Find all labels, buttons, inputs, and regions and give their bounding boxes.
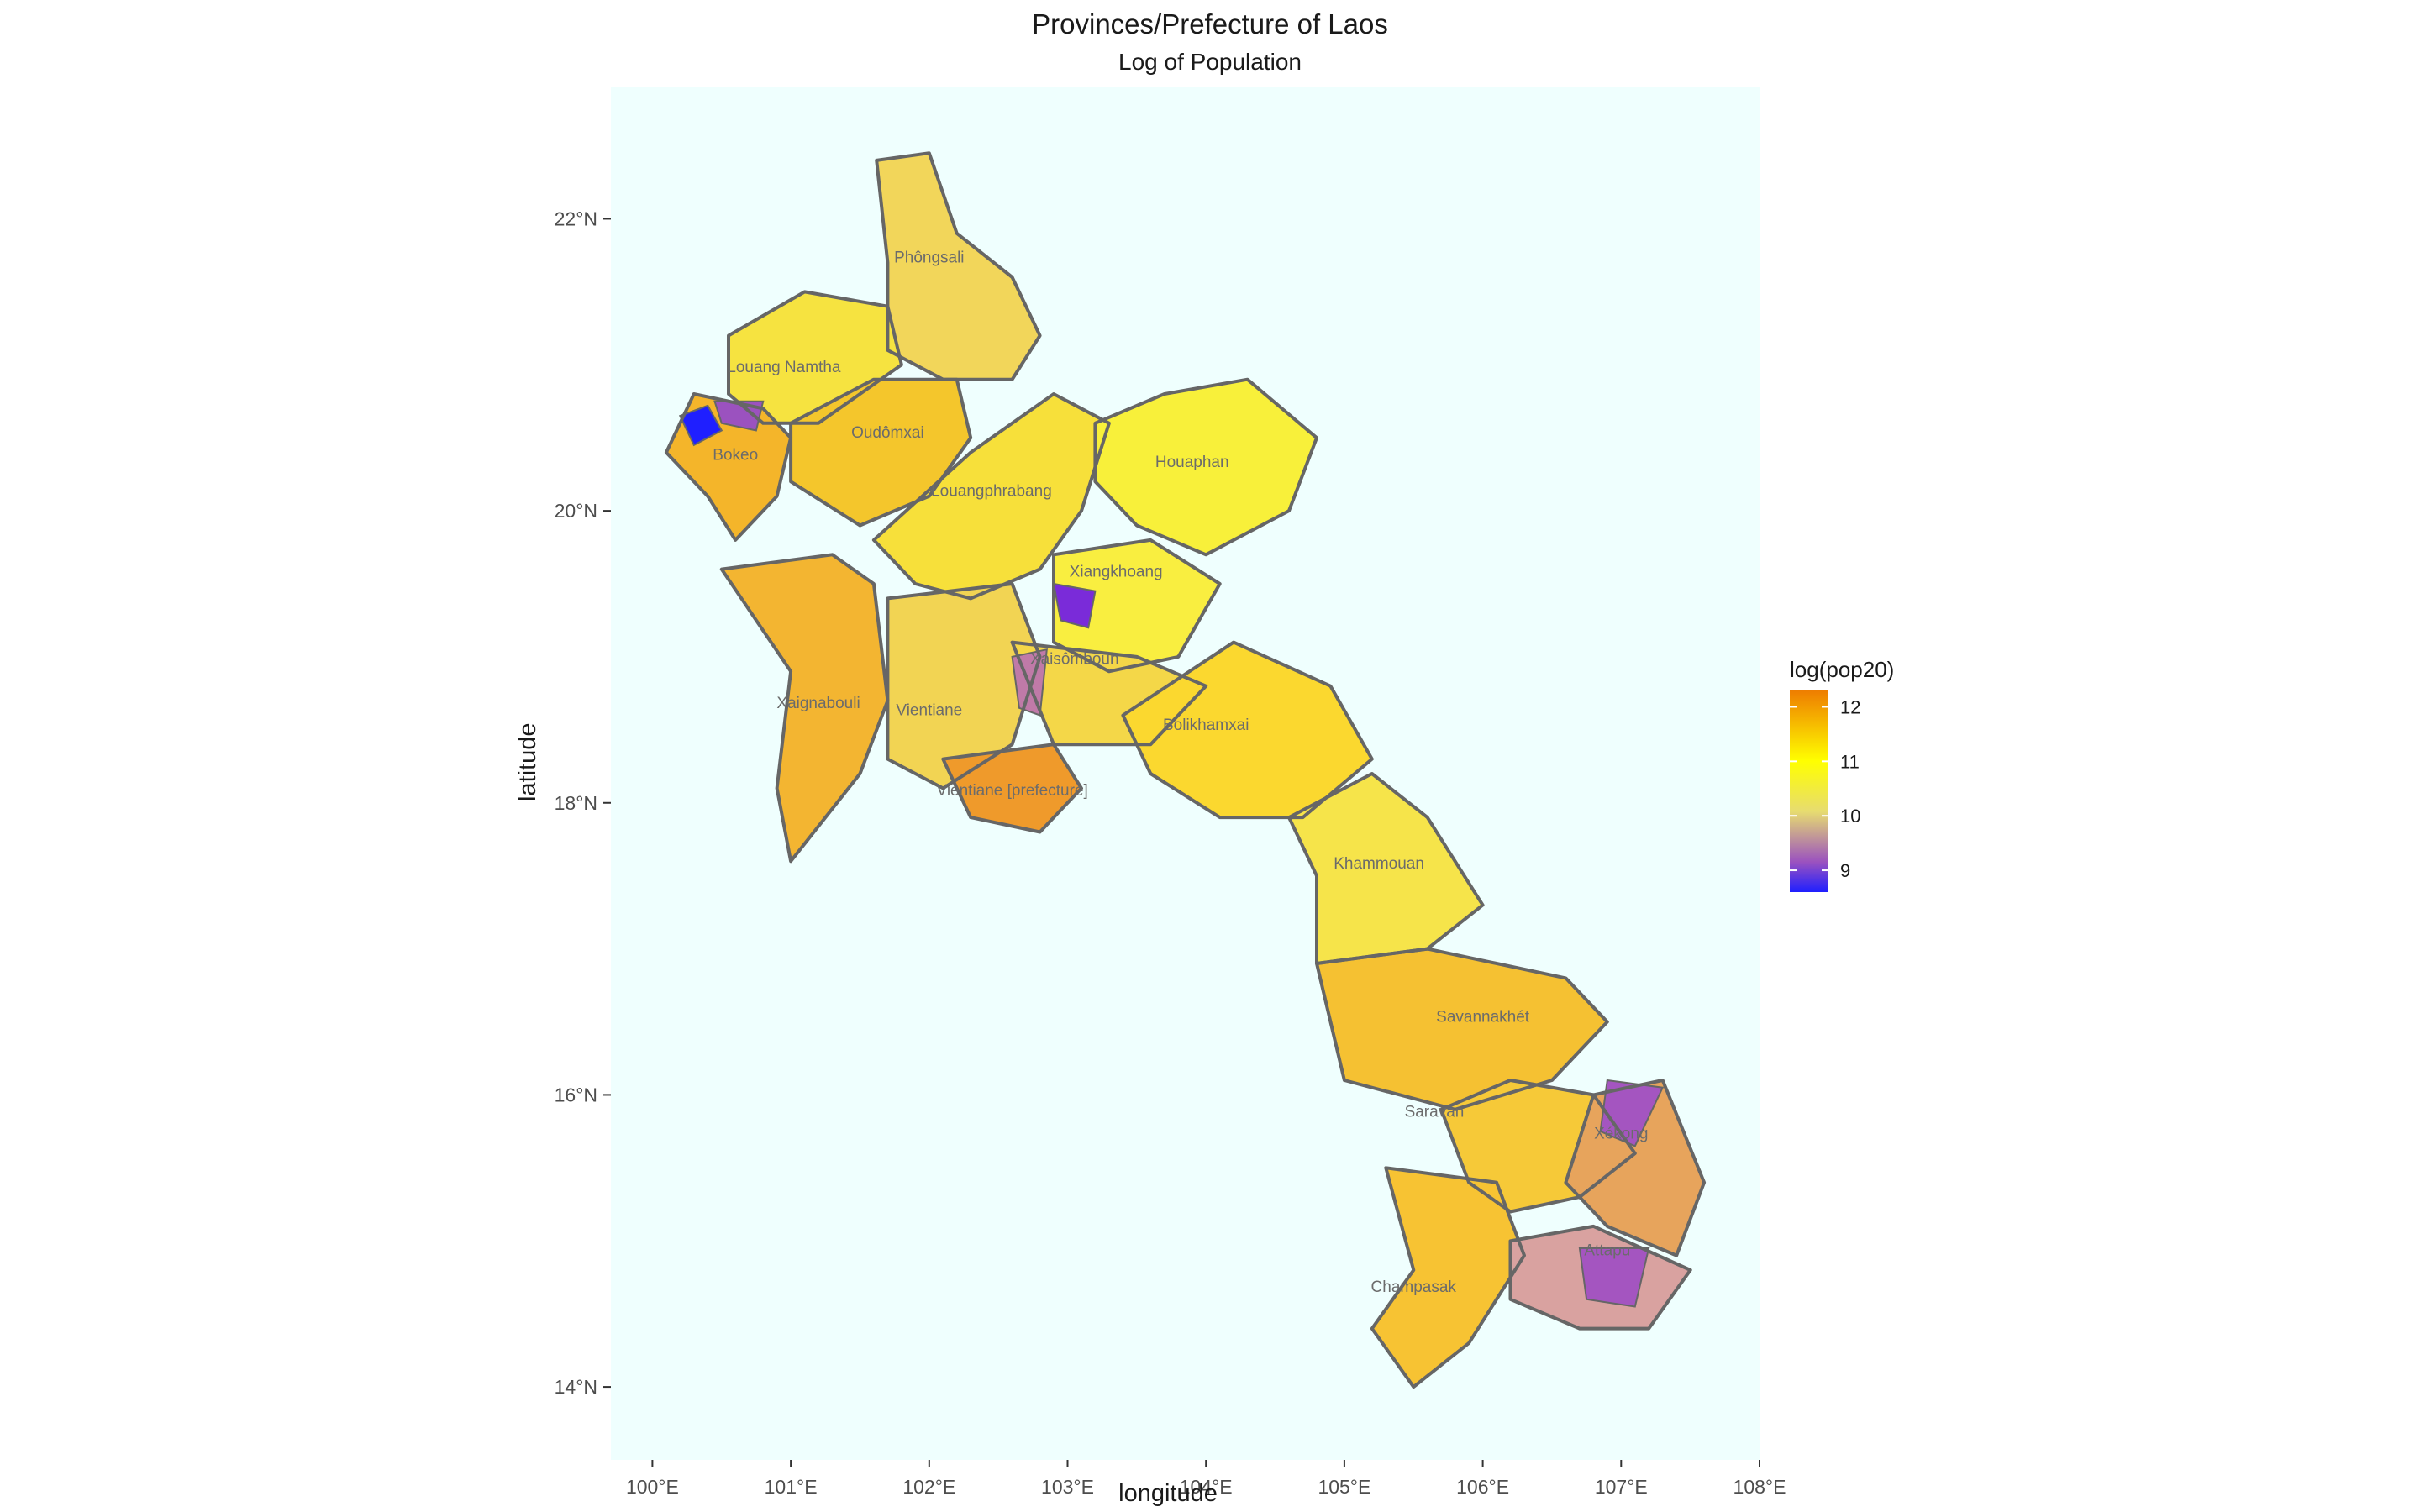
x-axis-label: longitude bbox=[1118, 1480, 1218, 1507]
district-area bbox=[678, 404, 723, 447]
x-axis: 100°E 101°E 102°E 103°E 104°E 105°E 106°E 107°E… bbox=[626, 1460, 1786, 1498]
legend-tick-label: 12 bbox=[1840, 696, 1860, 717]
x-tick-label: 100°E bbox=[626, 1476, 679, 1498]
province-label: Oudômxai bbox=[851, 424, 924, 442]
province-label: Champasak bbox=[1371, 1278, 1457, 1296]
district-area bbox=[1578, 1247, 1650, 1308]
x-tick-label: 104°E bbox=[1180, 1476, 1233, 1498]
x-tick-label: 105°E bbox=[1318, 1476, 1370, 1498]
province-labels: Phôngsali Louang Namtha Oudômxai Bokeo Louan… bbox=[713, 249, 1648, 1296]
province-outline bbox=[789, 377, 973, 528]
province-outline bbox=[1052, 538, 1222, 674]
province-label: Saravan bbox=[1405, 1104, 1465, 1121]
province-outline bbox=[1564, 1079, 1707, 1257]
province-label: Xaisômboun bbox=[1030, 651, 1119, 669]
province-outline bbox=[1093, 377, 1318, 557]
legend-colorbar bbox=[1790, 690, 1828, 892]
province-outline bbox=[886, 582, 1042, 790]
x-tick-label: 108°E bbox=[1733, 1476, 1786, 1498]
province-outline bbox=[1508, 1224, 1692, 1331]
district-area bbox=[713, 400, 765, 432]
district-area bbox=[1052, 582, 1097, 629]
x-tick-label: 103°E bbox=[1041, 1476, 1094, 1498]
x-tick-label: 106°E bbox=[1456, 1476, 1509, 1498]
province-outline bbox=[1010, 640, 1208, 747]
province-outline bbox=[1439, 1079, 1637, 1214]
y-tick-label: 22°N bbox=[555, 207, 597, 229]
province-label: Bolikhamxai bbox=[1163, 717, 1249, 734]
province-label: Xiangkhoang bbox=[1070, 563, 1163, 580]
legend-tick-label: 10 bbox=[1840, 806, 1860, 827]
province-outline bbox=[941, 743, 1083, 834]
y-tick-label: 16°N bbox=[555, 1084, 597, 1105]
x-tick-label: 107°E bbox=[1595, 1476, 1648, 1498]
province-label: Xékong bbox=[1594, 1126, 1648, 1143]
province-label: Bokeo bbox=[713, 446, 758, 464]
x-tick-label: 101°E bbox=[765, 1476, 818, 1498]
province-label: Xaignabouli bbox=[776, 695, 860, 712]
district-layer bbox=[666, 152, 1705, 1388]
province-borders bbox=[664, 151, 1707, 1389]
province-outline bbox=[664, 392, 793, 542]
y-tick-label: 18°N bbox=[555, 792, 597, 814]
province-label: Vientiane [prefecture] bbox=[936, 782, 1087, 800]
y-axis-label: latitude bbox=[514, 722, 541, 801]
y-tick-label: 20°N bbox=[555, 500, 597, 522]
y-axis: 14°N 16°N 18°N 20°N 22°N bbox=[555, 207, 611, 1398]
province-label: Louang Namtha bbox=[727, 359, 841, 376]
chart-title: Provinces/Prefecture of Laos bbox=[1032, 8, 1388, 39]
province-label: Louangphrabang bbox=[931, 483, 1052, 501]
province-label: Savannakhét bbox=[1436, 1009, 1530, 1026]
province-outline bbox=[871, 392, 1111, 601]
province-outline bbox=[1315, 947, 1609, 1111]
province-outline bbox=[1287, 772, 1485, 965]
province-outline bbox=[1370, 1166, 1526, 1389]
province-label: Attapu bbox=[1584, 1242, 1630, 1260]
province-outline bbox=[1121, 640, 1374, 820]
chart-subtitle: Log of Population bbox=[1118, 49, 1302, 75]
y-tick-label: 14°N bbox=[555, 1376, 597, 1398]
legend-ticks: 12 11 10 9 bbox=[1790, 696, 1860, 881]
legend-title: log(pop20) bbox=[1790, 657, 1895, 682]
province-outline bbox=[719, 553, 890, 864]
province-label: Khammouan bbox=[1334, 855, 1424, 873]
province-label: Houaphan bbox=[1155, 454, 1229, 471]
province-label: Phôngsali bbox=[894, 249, 964, 267]
legend-tick-label: 11 bbox=[1840, 751, 1860, 772]
legend-tick-label: 9 bbox=[1840, 860, 1850, 881]
province-label: Vientiane bbox=[896, 701, 962, 719]
x-tick-label: 102°E bbox=[902, 1476, 955, 1498]
